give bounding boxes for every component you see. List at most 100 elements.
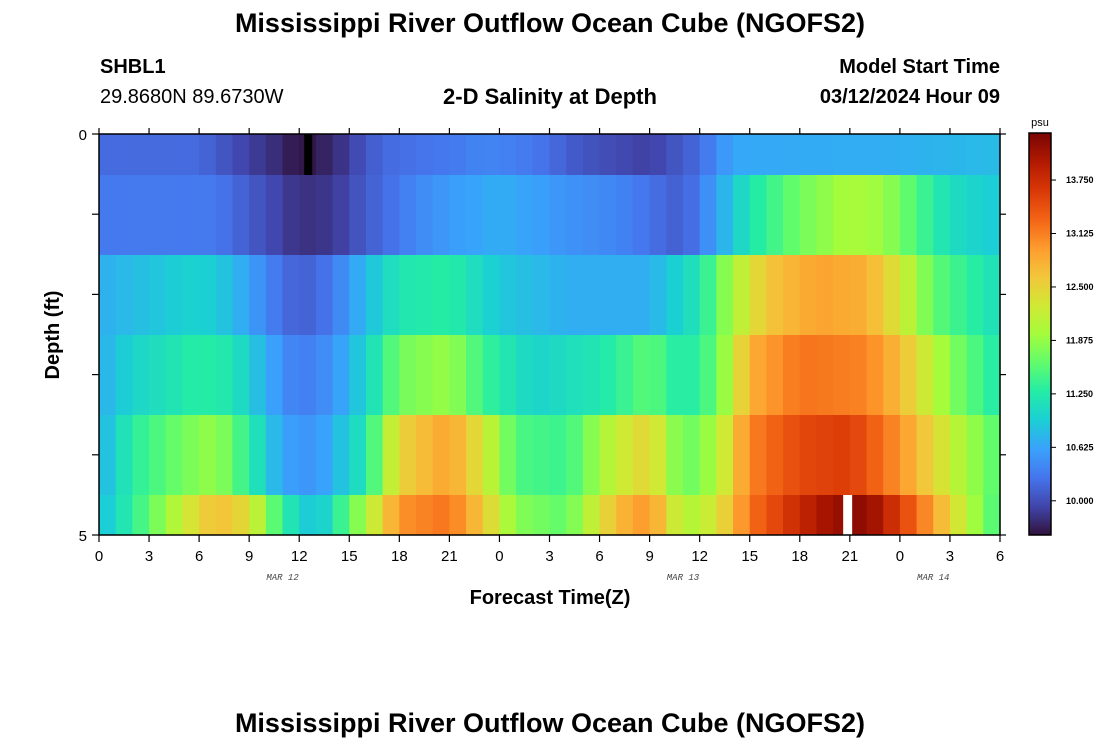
heatmap-cell — [916, 415, 934, 495]
heatmap-cell — [899, 335, 918, 415]
heatmap-cell — [349, 335, 367, 415]
heatmap-cell — [365, 415, 384, 495]
heatmap-cell — [766, 335, 784, 415]
heatmap-cell — [115, 495, 133, 535]
heatmap-cell — [299, 495, 317, 535]
heatmap-cell — [666, 255, 684, 335]
heatmap-cell — [699, 495, 717, 535]
heatmap-cell — [849, 335, 868, 415]
heatmap-cell — [532, 335, 551, 415]
colorbar-unit: psu — [1031, 117, 1049, 129]
heatmap-cell — [883, 495, 901, 535]
heatmap-cell — [199, 175, 217, 255]
heatmap-cell — [399, 335, 417, 415]
heatmap-cell — [449, 495, 467, 535]
heatmap-cell — [265, 415, 284, 495]
heatmap-cell — [749, 175, 768, 255]
heatmap-cell — [833, 415, 851, 495]
heatmap-cell — [182, 134, 200, 175]
heatmap-cell — [315, 415, 334, 495]
heatmap-cell — [432, 255, 450, 335]
heatmap-cell — [382, 134, 400, 175]
heatmap-cell — [933, 255, 951, 335]
heatmap-cell — [432, 134, 450, 175]
heatmap-cell — [933, 335, 951, 415]
heatmap-cell — [883, 415, 901, 495]
heatmap-cell — [232, 495, 250, 535]
heatmap-cell — [649, 415, 667, 495]
colorbar-tick-label: 13.750 — [1066, 175, 1094, 185]
heatmap-cell — [833, 134, 851, 175]
heatmap-cell — [516, 335, 534, 415]
heatmap-cell — [315, 255, 334, 335]
heatmap-cell — [733, 134, 751, 175]
heatmap-cell — [682, 495, 701, 535]
heatmap-cell — [549, 134, 567, 175]
heatmap-cell — [632, 495, 651, 535]
footer-title: Mississippi River Outflow Ocean Cube (NG… — [234, 708, 866, 738]
heatmap-cell — [132, 134, 150, 175]
heatmap-cell — [149, 415, 167, 495]
heatmap-cell — [733, 415, 751, 495]
heatmap-cell — [165, 335, 184, 415]
heatmap-cell — [866, 415, 884, 495]
heatmap-cell — [582, 415, 601, 495]
heatmap-cell — [783, 255, 801, 335]
heatmap-cell — [516, 255, 534, 335]
heatmap-cell — [766, 495, 784, 535]
heatmap-cell — [649, 175, 667, 255]
heatmap-cell — [182, 495, 200, 535]
heatmap-cell — [833, 335, 851, 415]
heatmap-cell — [949, 255, 968, 335]
heatmap-cell — [332, 335, 350, 415]
heatmap-cell — [282, 175, 300, 255]
heatmap-cell — [883, 255, 901, 335]
heatmap-cell — [182, 335, 200, 415]
heatmap-cell — [232, 134, 250, 175]
heatmap-cell — [99, 175, 117, 255]
heatmap-cell — [149, 175, 167, 255]
heatmap-cell — [632, 255, 651, 335]
heatmap-cell — [566, 415, 584, 495]
heatmap-cell — [482, 175, 501, 255]
heatmap-cell — [666, 134, 684, 175]
heatmap-cell — [215, 335, 234, 415]
colorbar-tick-label: 11.875 — [1066, 335, 1093, 345]
heatmap-cell — [199, 335, 217, 415]
heatmap-cell — [199, 495, 217, 535]
x-tick-label: 6 — [595, 548, 603, 565]
heatmap-cell — [382, 495, 400, 535]
heatmap-cell — [783, 415, 801, 495]
heatmap-cell — [416, 255, 434, 335]
heatmap-cell — [416, 134, 434, 175]
heatmap-cell — [632, 175, 651, 255]
heatmap-cell — [115, 255, 133, 335]
y-tick-label: 5 — [79, 528, 87, 545]
heatmap-cell — [849, 134, 868, 175]
salinity-heatmap: 0 3 6 9 12 15 18 21 0 3 6 9 12 15 18 21 0 3 6 MAR 12 MAR 13 M… — [42, 117, 1094, 609]
heatmap-cell — [949, 134, 968, 175]
heatmap-cell — [232, 415, 250, 495]
heatmap-cell — [816, 255, 834, 335]
heatmap-cell — [182, 415, 200, 495]
heatmap-cell — [265, 175, 284, 255]
heatmap-cell — [632, 335, 651, 415]
heatmap-cell — [532, 134, 551, 175]
heatmap-cell — [966, 255, 984, 335]
heatmap-cell — [532, 415, 551, 495]
heatmap-cell — [365, 495, 384, 535]
heatmap-cell — [699, 134, 717, 175]
heatmap-cell — [566, 495, 584, 535]
heatmap-cell — [749, 495, 768, 535]
heatmap-cell — [315, 175, 334, 255]
heatmap-cell — [766, 415, 784, 495]
heatmap-cell — [766, 134, 784, 175]
heatmap-cell — [733, 495, 751, 535]
heatmap-cells — [99, 134, 1001, 535]
max-salinity-marker — [843, 495, 853, 535]
heatmap-cell — [299, 335, 317, 415]
x-tick-label: 15 — [741, 548, 758, 565]
heatmap-cell — [516, 495, 534, 535]
heatmap-cell — [582, 134, 601, 175]
heatmap-cell — [716, 495, 734, 535]
